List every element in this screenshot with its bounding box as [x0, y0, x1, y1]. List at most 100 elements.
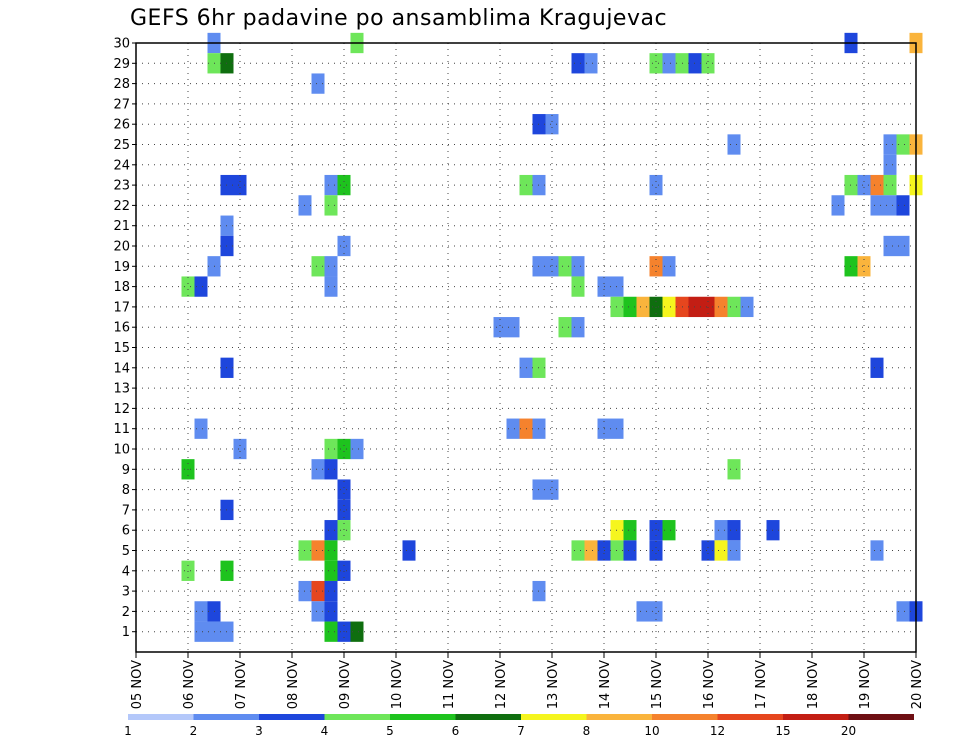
y-tick-label: 26: [113, 118, 130, 133]
y-tick-label: 24: [113, 158, 130, 173]
heatmap-cell: [883, 174, 897, 196]
legend-swatch: [455, 714, 521, 720]
heatmap-cell: [896, 195, 910, 216]
heatmap-cell: [311, 601, 325, 622]
heatmap-cell: [506, 317, 520, 338]
heatmap-cell: [350, 438, 364, 460]
heatmap-cell: [649, 296, 663, 318]
heatmap-cell: [194, 621, 208, 642]
heatmap-cell: [324, 580, 338, 602]
heatmap-cell: [545, 256, 559, 277]
heatmap-cell: [636, 601, 650, 622]
heatmap-cell: [337, 499, 351, 521]
x-tick-label: 15 NOV: [650, 660, 665, 709]
y-tick-label: 6: [122, 524, 130, 539]
heatmap-cell: [337, 560, 351, 581]
heatmap-cell: [701, 296, 715, 318]
y-tick-label: 27: [113, 97, 130, 112]
y-tick-label: 15: [113, 341, 130, 356]
heatmap-cell: [558, 256, 572, 277]
x-tick-label: 19 NOV: [858, 660, 873, 709]
heatmap-cell: [571, 53, 585, 74]
heatmap-cell: [896, 134, 910, 155]
y-tick-label: 16: [113, 321, 130, 336]
heatmap-cell: [662, 520, 676, 541]
legend-label: 3: [255, 724, 263, 738]
heatmap-cell: [324, 195, 338, 216]
heatmap-cell: [545, 479, 559, 500]
heatmap-cell: [233, 438, 247, 460]
legend-label: 4: [321, 724, 329, 738]
heatmap-cell: [194, 276, 208, 297]
heatmap-cell: [324, 438, 338, 460]
heatmap-cell: [584, 53, 598, 74]
heatmap-cell: [870, 174, 884, 196]
heatmap-cell: [337, 438, 351, 460]
heatmap-cell: [337, 479, 351, 500]
legend-swatch: [717, 714, 783, 720]
y-tick-label: 21: [113, 219, 130, 234]
heatmap-cell: [493, 317, 507, 338]
y-tick-label: 4: [122, 564, 130, 579]
x-tick-label: 17 NOV: [754, 660, 769, 709]
heatmap-cell: [727, 459, 741, 480]
heatmap-cell: [311, 73, 325, 94]
heatmap-cell: [337, 235, 351, 257]
legend-swatch: [586, 714, 652, 720]
heatmap-cell: [870, 357, 884, 378]
heatmap-cell: [558, 317, 572, 338]
heatmap-cell: [649, 520, 663, 541]
heatmap-cell: [324, 459, 338, 480]
y-tick-label: 3: [122, 585, 130, 600]
heatmap-cell: [883, 154, 897, 175]
heatmap-cell: [727, 134, 741, 155]
heatmap-cell: [701, 540, 715, 561]
heatmap-cell: [883, 134, 897, 155]
heatmap-cell: [402, 540, 416, 561]
heatmap-cell: [194, 418, 208, 439]
legend-swatch: [128, 714, 194, 720]
y-tick-label: 29: [113, 57, 130, 72]
heatmap-cell: [649, 174, 663, 196]
heatmap-cell: [623, 540, 637, 561]
x-tick-label: 16 NOV: [702, 660, 717, 709]
heatmap-cell: [662, 256, 676, 277]
heatmap-cell: [727, 540, 741, 561]
legend-label: 1: [124, 724, 132, 738]
x-tick-label: 05 NOV: [130, 660, 145, 709]
y-tick-label: 8: [122, 483, 130, 498]
heatmap-cell: [883, 235, 897, 257]
y-tick-label: 13: [113, 382, 130, 397]
legend-label: 5: [386, 724, 394, 738]
color-legend: 1 2 3 4 5 6 7 8 10 12 15 20: [124, 714, 914, 738]
heatmap-cell: [623, 296, 637, 318]
x-tick-label: 20 NOV: [910, 660, 925, 709]
heatmap-cell: [857, 256, 871, 277]
legend-swatch: [652, 714, 718, 720]
heatmap-cell: [857, 174, 871, 196]
heatmap-cell: [324, 560, 338, 581]
heatmap-cell: [623, 520, 637, 541]
heatmap-cell: [324, 256, 338, 277]
legend-label: 7: [517, 724, 525, 738]
heatmap-cell: [545, 114, 559, 135]
y-tick-label: 14: [113, 361, 130, 376]
heatmap-cell: [649, 601, 663, 622]
heatmap-cell: [324, 621, 338, 642]
heatmap-cell: [324, 540, 338, 561]
x-tick-label: 06 NOV: [182, 660, 197, 709]
x-tick-label: 13 NOV: [546, 660, 561, 709]
y-tick-label: 18: [113, 280, 130, 295]
x-tick-label: 18 NOV: [806, 660, 821, 709]
heatmap-cell: [337, 520, 351, 541]
heatmap-cell: [870, 540, 884, 561]
x-tick-label: 08 NOV: [286, 660, 301, 709]
legend-swatch: [193, 714, 259, 720]
heatmap-cell: [311, 540, 325, 561]
heatmap-cell: [233, 174, 247, 196]
heatmap-cell: [311, 256, 325, 277]
heatmap-cell: [714, 520, 728, 541]
legend-swatch: [521, 714, 587, 720]
y-tick-label: 12: [113, 402, 130, 417]
legend-label: 10: [644, 724, 659, 738]
